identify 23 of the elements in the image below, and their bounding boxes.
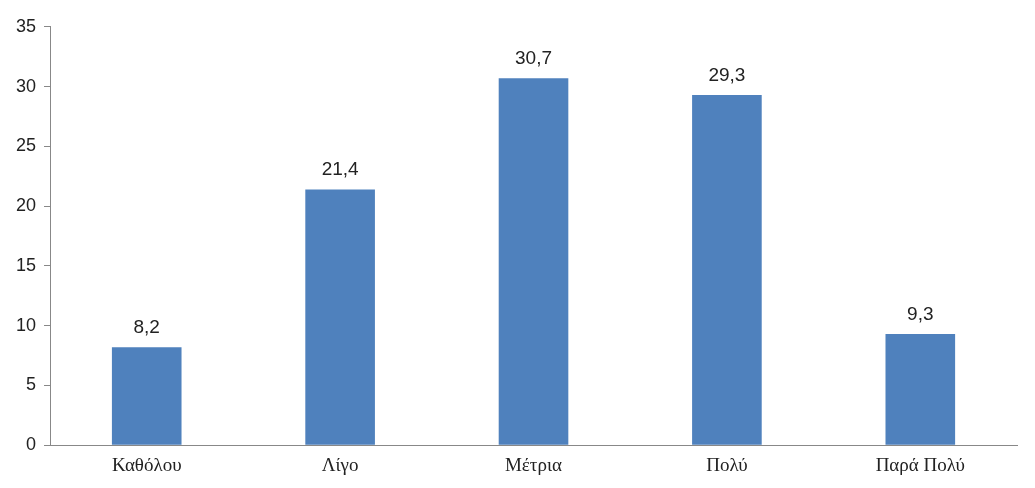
data-label: 9,3 xyxy=(907,302,934,324)
data-label: 30,7 xyxy=(515,46,552,68)
bar xyxy=(111,347,182,445)
y-tick-label: 30 xyxy=(15,75,37,96)
y-tick-label: 20 xyxy=(15,195,37,216)
y-tick-label: 35 xyxy=(15,15,37,36)
y-tick-label: 5 xyxy=(26,374,37,395)
x-tick-label: Παρά Πολύ xyxy=(875,453,965,475)
x-tick-label: Λίγο xyxy=(321,453,359,475)
data-label: 8,2 xyxy=(133,315,160,337)
y-tick-label: 10 xyxy=(15,314,37,335)
x-tick-label: Πολύ xyxy=(706,453,748,475)
y-tick-label: 15 xyxy=(15,254,37,275)
bar xyxy=(885,334,956,445)
y-tick-label: 0 xyxy=(26,434,37,455)
bar xyxy=(692,94,762,445)
bar xyxy=(498,78,569,445)
data-label: 29,3 xyxy=(708,63,746,85)
x-tick-label: Μέτρια xyxy=(504,453,563,475)
y-tick-label: 25 xyxy=(15,135,37,156)
data-label: 21,4 xyxy=(321,158,360,180)
x-tick-label: Καθόλου xyxy=(111,453,182,475)
bar xyxy=(305,189,375,445)
